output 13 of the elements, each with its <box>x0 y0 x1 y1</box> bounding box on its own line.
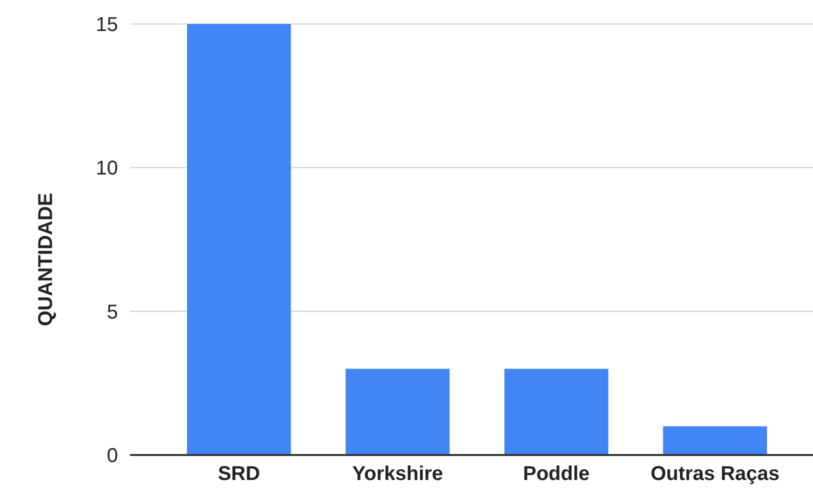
bar <box>663 426 768 455</box>
bar <box>504 368 608 455</box>
y-axis-title: QUANTIDADE <box>35 192 57 326</box>
x-tick-label: Poddle <box>523 463 590 485</box>
y-tick-label: 10 <box>96 158 118 180</box>
y-tick-label: 15 <box>96 14 118 36</box>
x-tick-label: SRD <box>218 463 260 485</box>
bar <box>186 24 291 455</box>
x-tick-label: Yorkshire <box>352 463 444 485</box>
y-tick-label: 0 <box>106 445 118 467</box>
y-tick-label: 5 <box>106 301 118 324</box>
bar <box>346 368 450 455</box>
x-tick-label: Outras Raças <box>650 463 780 485</box>
